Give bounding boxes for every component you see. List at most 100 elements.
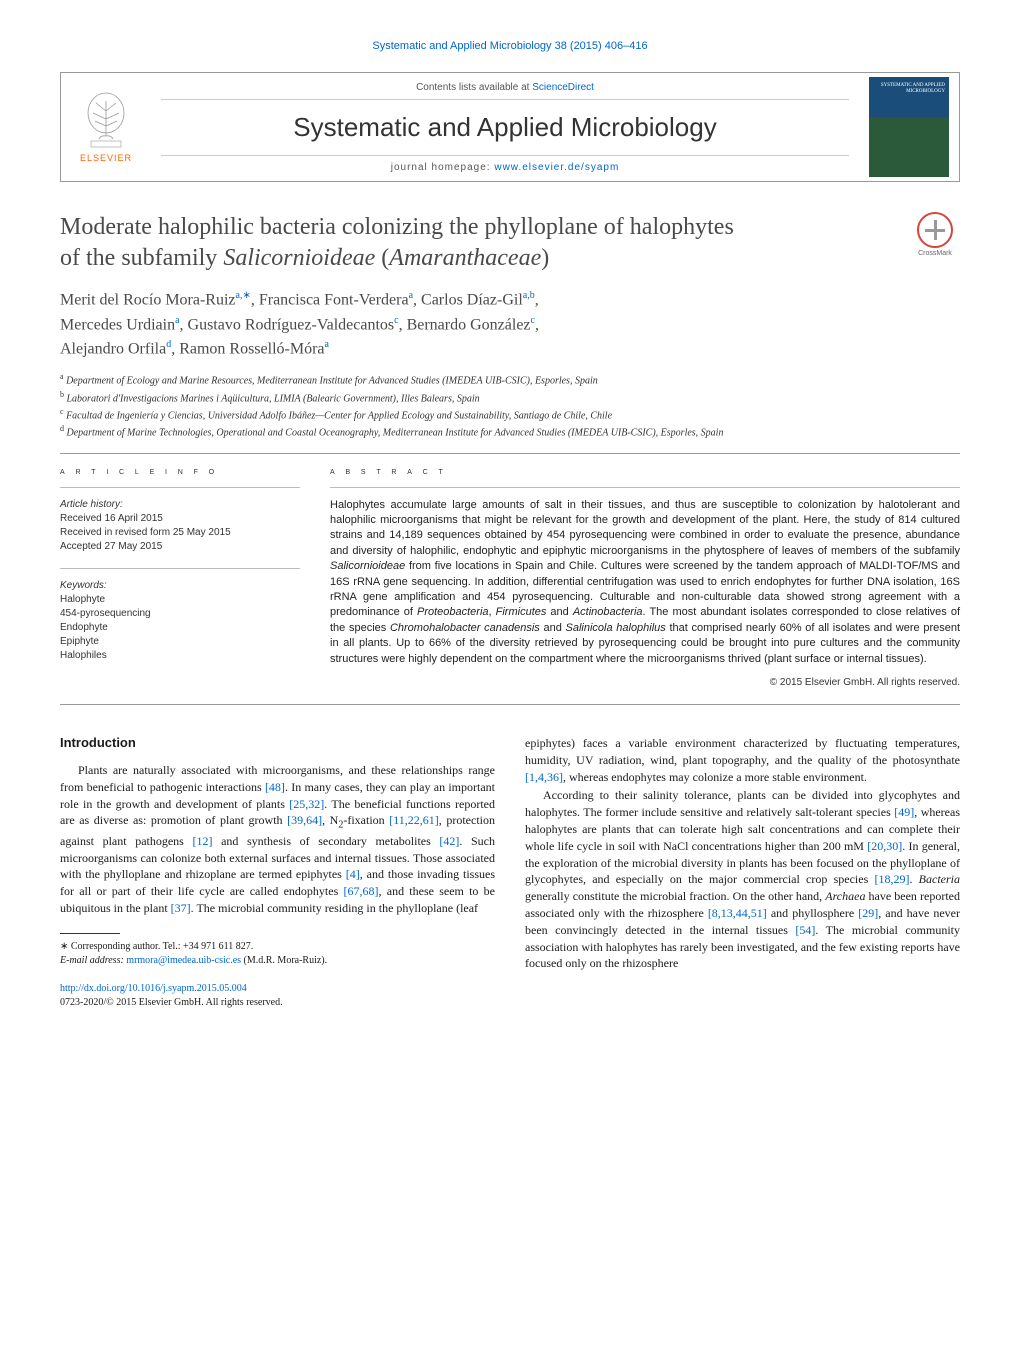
crossmark-icon — [917, 212, 953, 248]
keywords-label: Keywords: — [60, 579, 300, 593]
c2-it2: Archaea — [825, 889, 865, 903]
abs-it1: Salicornioideae — [330, 560, 405, 572]
body-columns: Introduction Plants are naturally associ… — [60, 735, 960, 1010]
homepage-label: journal homepage: — [391, 162, 495, 173]
author-8: Ramon Rosselló-Móra — [179, 340, 324, 357]
accepted: Accepted 27 May 2015 — [60, 540, 300, 554]
c2-p2d: . — [909, 872, 918, 886]
abstract-heading: a b s t r a c t — [330, 466, 960, 477]
c1-r9[interactable]: [37] — [171, 901, 191, 915]
aff-b-text: Laboratori d'Investigacions Marines i Aq… — [67, 393, 480, 404]
abs-p3: , — [489, 606, 496, 618]
c2-r6[interactable]: [29] — [858, 906, 878, 920]
journal-header-box: ELSEVIER Contents lists available at Sci… — [60, 72, 960, 182]
article-info-col: a r t i c l e i n f o Article history: R… — [60, 466, 300, 688]
abstract-text: Halophytes accumulate large amounts of s… — [330, 498, 960, 667]
email-label: E-mail address: — [60, 955, 124, 966]
kw3: Endophyte — [60, 621, 300, 635]
author-5: Gustavo Rodríguez-Valdecantos — [188, 316, 395, 333]
journal-reference-link[interactable]: Systematic and Applied Microbiology 38 (… — [372, 40, 647, 52]
c2-p1b: , whereas endophytes may colonize a more… — [563, 770, 867, 784]
cover-thumb-text: SYSTEMATIC AND APPLIED MICROBIOLOGY — [869, 83, 945, 94]
c1-r7[interactable]: [4] — [346, 867, 360, 881]
abstract-subdivider — [330, 487, 960, 488]
author-6: Bernardo González — [407, 316, 531, 333]
c2-p1a: epiphytes) faces a variable environment … — [525, 736, 960, 767]
c1-r6[interactable]: [42] — [439, 834, 459, 848]
c1-r5[interactable]: [12] — [192, 834, 212, 848]
c2-r4[interactable]: [18,29] — [874, 872, 909, 886]
received: Received 16 April 2015 — [60, 512, 300, 526]
abstract-col: a b s t r a c t Halophytes accumulate la… — [330, 466, 960, 688]
keywords: Keywords: Halophyte 454-pyrosequencing E… — [60, 579, 300, 663]
article-history: Article history: Received 16 April 2015 … — [60, 498, 300, 554]
crossmark-badge[interactable]: CrossMark — [910, 212, 960, 262]
aff-a-text: Department of Ecology and Marine Resourc… — [66, 376, 598, 387]
elsevier-text: ELSEVIER — [80, 153, 132, 163]
c1-p1k: . The microbial community residing in th… — [191, 901, 478, 915]
author-2-aff: a — [409, 290, 413, 301]
aff-b: b Laboratori d'Investigacions Marines i … — [60, 389, 960, 406]
journal-cover-thumbnail[interactable]: SYSTEMATIC AND APPLIED MICROBIOLOGY — [869, 77, 949, 177]
title-line2-it2: Amaranthaceae — [389, 245, 541, 271]
abs-it3: Firmicutes — [496, 606, 547, 618]
c1-p1g: and synthesis of secondary metabolites — [212, 834, 439, 848]
aff-a: a Department of Ecology and Marine Resou… — [60, 371, 960, 388]
abs-it2: Proteobacteria — [417, 606, 489, 618]
c2-r7[interactable]: [54] — [795, 923, 815, 937]
c1-p1e: -fixation — [343, 813, 389, 827]
aff-d: d Department of Marine Technologies, Ope… — [60, 423, 960, 440]
journal-homepage: journal homepage: www.elsevier.de/syapm — [161, 155, 849, 179]
author-6-aff: c — [531, 315, 535, 326]
c2-it1: Bacteria — [919, 872, 960, 886]
author-4: Mercedes Urdiain — [60, 316, 175, 333]
info-subdivider-1 — [60, 487, 300, 488]
issn-copyright: 0723-2020/© 2015 Elsevier GmbH. All righ… — [60, 997, 283, 1008]
c1-r3[interactable]: [39,64] — [287, 813, 322, 827]
info-abstract-row: a r t i c l e i n f o Article history: R… — [60, 466, 960, 688]
abstract-copyright: © 2015 Elsevier GmbH. All rights reserve… — [330, 677, 960, 688]
author-1: Merit del Rocío Mora-Ruiz — [60, 292, 236, 309]
history-label: Article history: — [60, 498, 300, 512]
body-col-left: Introduction Plants are naturally associ… — [60, 735, 495, 1010]
journal-reference: Systematic and Applied Microbiology 38 (… — [60, 40, 960, 52]
divider-top — [60, 453, 960, 454]
aff-c-text: Facultad de Ingeniería y Ciencias, Unive… — [66, 410, 612, 421]
author-5-aff: c — [394, 315, 398, 326]
sciencedirect-link[interactable]: ScienceDirect — [532, 82, 594, 93]
kw4: Epiphyte — [60, 635, 300, 649]
c1-r8[interactable]: [67,68] — [344, 884, 379, 898]
title-line2-pre: of the subfamily — [60, 245, 223, 271]
author-2: Francisca Font-Verdera — [259, 292, 409, 309]
abs-p6: and — [540, 622, 566, 634]
c1-r4[interactable]: [11,22,61] — [389, 813, 439, 827]
c1-r2[interactable]: [25,32] — [289, 797, 324, 811]
divider-bottom — [60, 704, 960, 705]
header-center: Contents lists available at ScienceDirec… — [151, 73, 859, 181]
c2-r2[interactable]: [49] — [894, 805, 914, 819]
elsevier-logo[interactable]: ELSEVIER — [61, 72, 151, 182]
title-line1: Moderate halophilic bacteria colonizing … — [60, 214, 734, 240]
title-line2-post: ) — [541, 245, 549, 271]
intro-heading: Introduction — [60, 735, 495, 750]
c2-r5[interactable]: [8,13,44,51] — [708, 906, 767, 920]
doi-link[interactable]: http://dx.doi.org/10.1016/j.syapm.2015.0… — [60, 983, 247, 994]
elsevier-tree-icon — [81, 91, 131, 151]
c1-r1[interactable]: [48] — [265, 780, 285, 794]
intro-col2: epiphytes) faces a variable environment … — [525, 735, 960, 972]
email-link[interactable]: mrmora@imedea.uib-csic.es — [126, 955, 241, 966]
author-7-aff: d — [166, 339, 171, 350]
c2-r1[interactable]: [1,4,36] — [525, 770, 563, 784]
email-line: E-mail address: mrmora@imedea.uib-csic.e… — [60, 954, 495, 968]
footnotes: ∗ Corresponding author. Tel.: +34 971 61… — [60, 940, 495, 968]
intro-col1: Plants are naturally associated with mic… — [60, 762, 495, 917]
title-row: Moderate halophilic bacteria colonizing … — [60, 212, 960, 274]
body-col-right: epiphytes) faces a variable environment … — [525, 735, 960, 1010]
abs-it5: Chromohalobacter canadensis — [390, 622, 540, 634]
homepage-link[interactable]: www.elsevier.de/syapm — [494, 162, 619, 173]
crossmark-text: CrossMark — [918, 250, 952, 257]
kw2: 454-pyrosequencing — [60, 607, 300, 621]
abs-p4: and — [546, 606, 572, 618]
c2-r3[interactable]: [20,30] — [867, 839, 902, 853]
kw1: Halophyte — [60, 593, 300, 607]
